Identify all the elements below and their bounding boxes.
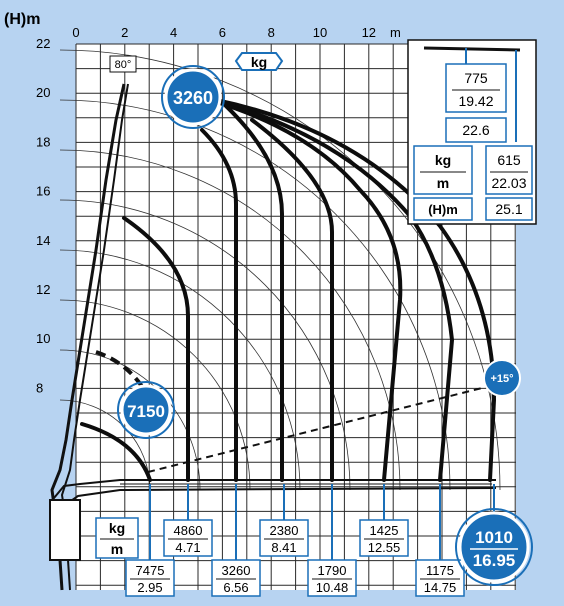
inset-load-box-1: [445, 63, 507, 113]
jib-load-badge-ring: [117, 381, 175, 439]
load-curve-7: [210, 98, 455, 482]
load-box: 7475 2.95: [125, 559, 175, 597]
load-box-kg: 1425: [370, 523, 399, 538]
crane-boom: [49, 83, 497, 591]
inset-load-kg-2: 615: [497, 152, 521, 168]
load-box-kg: 1790: [318, 563, 347, 578]
inset-height-box-1: [445, 117, 507, 143]
load-box-kg: 1175: [426, 563, 454, 578]
load-box-kg: 4860: [174, 523, 203, 538]
load-box: 3260 6.56: [211, 559, 261, 597]
angle-max-label: 80°: [115, 59, 132, 71]
x-tick-labels: 0 2 4 6 8 10 12: [72, 25, 376, 40]
inset-unit-kg: kg: [435, 152, 451, 168]
angle-max-box: [109, 55, 137, 73]
load-curve-5: [250, 118, 334, 482]
extension-angle-badge: [483, 359, 521, 397]
y-tick-labels: 22 20 18 16 14 12 10 8: [36, 36, 50, 395]
y-tick-label: 16: [36, 184, 50, 199]
load-curves: [80, 98, 497, 482]
inset-load-box-2: [485, 145, 533, 195]
extension-line: [147, 385, 491, 473]
max-reach-kg: 1010: [475, 528, 513, 547]
x-tick-label: 2: [121, 25, 128, 40]
load-box-m: 12.55: [368, 540, 401, 555]
extension-angle-label: +15°: [490, 373, 513, 385]
load-curve-1: [80, 422, 152, 482]
x-tick-label: 6: [219, 25, 226, 40]
load-box-m: 6.56: [223, 580, 248, 595]
range-arc: [59, 199, 351, 491]
load-box: 1790 10.48: [307, 559, 357, 597]
inset-h-label: (H)m: [428, 202, 458, 217]
inset-load-kg-1: 775: [464, 70, 488, 86]
load-boxes: 7475 2.95 4860 4.71 3260 6.56 2380 8.41 1790 10.4…: [125, 519, 465, 597]
x-tick-label: 4: [170, 25, 177, 40]
inset-load-m-1: 19.42: [458, 93, 493, 109]
load-curve-3: [200, 128, 238, 482]
load-box-kg: 3260: [222, 563, 251, 578]
load-box-m: 10.48: [316, 580, 349, 595]
inset-panel: 775 19.42 22.6 kg m 615 22.03 (H)m 25.1: [407, 39, 537, 225]
inset-h-value-box: [485, 197, 533, 221]
load-box: 4860 4.71: [163, 519, 213, 557]
legend-kg: kg: [109, 520, 125, 536]
max-reach-m: 16.95: [473, 551, 516, 570]
unit-badge-label: kg: [251, 54, 267, 70]
load-curve-4: [224, 104, 284, 482]
x-tick-label: 8: [268, 25, 275, 40]
x-tick-label: 0: [72, 25, 79, 40]
y-tick-label: 8: [36, 380, 43, 395]
x-axis-unit: m: [390, 25, 401, 40]
y-tick-label: 18: [36, 134, 50, 149]
inset-unit-box: [413, 145, 473, 195]
load-box: 1425 12.55: [359, 519, 409, 557]
y-tick-label: 14: [36, 233, 50, 248]
load-curve-8: [214, 98, 497, 482]
legend-m: m: [111, 541, 123, 557]
load-box-m: 4.71: [175, 540, 200, 555]
unit-badge: [234, 52, 284, 71]
load-box-m: 8.41: [271, 540, 296, 555]
y-tick-label: 10: [36, 331, 50, 346]
load-box: 1175 14.75: [415, 559, 465, 597]
load-box: 2380 8.41: [259, 519, 309, 557]
load-box-m: 14.75: [424, 580, 457, 595]
legend-unit-box: kg m: [95, 517, 139, 559]
max-load-value: 3260: [173, 88, 213, 108]
inset-load-m-2: 22.03: [491, 175, 526, 191]
inset-height-1: 22.6: [462, 122, 489, 138]
x-tick-label: 12: [362, 25, 376, 40]
load-curve-6: [208, 98, 403, 482]
jib-load-badge: [120, 384, 172, 436]
inset-unit-m: m: [437, 175, 449, 191]
inset-h-label-box: [413, 197, 473, 221]
y-tick-label: 22: [36, 36, 50, 51]
y-tick-label: 20: [36, 85, 50, 100]
load-curve-2: [122, 216, 190, 482]
y-axis-label: (H)m: [4, 11, 40, 28]
max-reach-badge: 1010 16.95: [455, 508, 533, 586]
y-tick-label: 12: [36, 282, 50, 297]
load-box-kg: 7475: [136, 563, 165, 578]
load-box-m: 2.95: [137, 580, 162, 595]
drop-lines: [149, 484, 495, 560]
x-tick-label: 10: [313, 25, 327, 40]
jib-load-value: 7150: [127, 402, 165, 421]
load-box-kg: 2380: [270, 523, 299, 538]
max-load-badge-ring: [161, 65, 225, 129]
inset-h-value: 25.1: [495, 201, 522, 217]
max-load-badge: [164, 68, 222, 126]
